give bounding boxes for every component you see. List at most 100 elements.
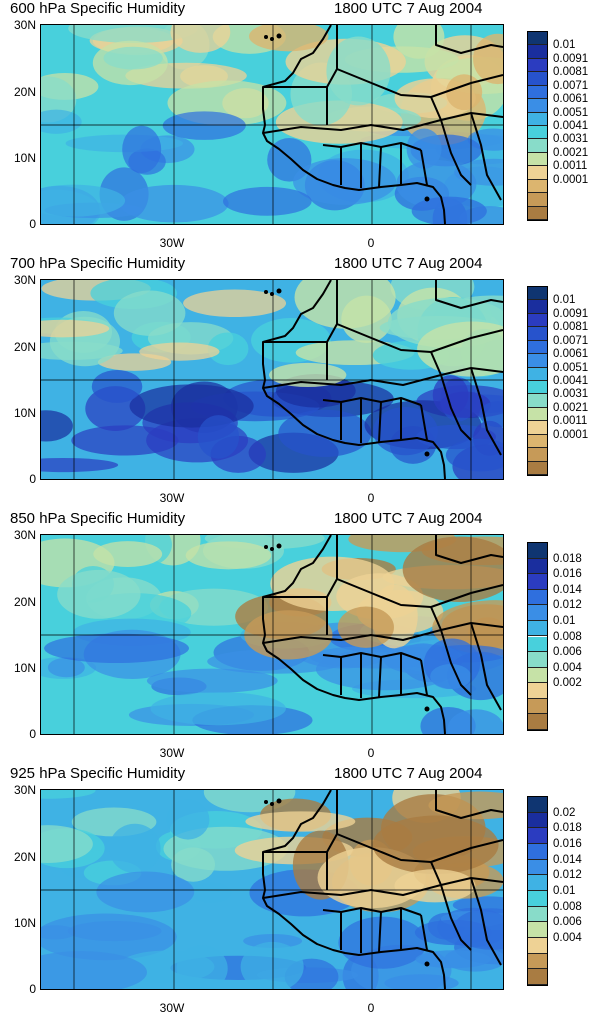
colorbar <box>527 286 548 476</box>
colorbar-label: 0.016 <box>553 838 582 850</box>
humidity-map <box>40 534 504 735</box>
time-title: 1800 UTC 7 Aug 2004 <box>334 255 483 272</box>
island <box>270 547 274 551</box>
colorbar-label: 0.0051 <box>553 361 589 374</box>
field-blob <box>113 290 186 336</box>
colorbar-swatch <box>528 906 547 923</box>
colorbar <box>527 796 548 986</box>
field-blob <box>146 668 278 693</box>
island <box>270 292 274 296</box>
field-blob <box>93 541 163 568</box>
lon-label-0: 0 <box>367 491 375 505</box>
colorbar-swatch <box>528 58 547 73</box>
colorbar-label: 0.006 <box>553 916 582 929</box>
coastlines <box>262 535 503 734</box>
panel-925hpa: 925 hPa Specific Humidity 1800 UTC 7 Aug… <box>0 765 600 1020</box>
island <box>270 37 274 41</box>
colorbar-swatch <box>528 99 547 113</box>
lat-label-0: 0 <box>29 217 36 231</box>
colorbar-swatch <box>528 354 547 368</box>
lon-label-0: 0 <box>367 1001 375 1015</box>
island <box>264 545 268 549</box>
colorbar-swatch <box>528 667 547 684</box>
colorbar-label: 0.0011 <box>553 160 588 173</box>
colorbar-label: 0.0011 <box>553 415 588 428</box>
field-blob <box>294 280 396 329</box>
colorbar-label: 0.018 <box>553 822 582 835</box>
colorbar-swatch <box>528 381 547 395</box>
colorbar-swatch <box>528 32 547 46</box>
lon-label-30w: 30W <box>159 236 185 250</box>
field-blob <box>57 569 141 619</box>
field-blob <box>129 384 254 428</box>
colorbar-swatch <box>528 605 547 621</box>
country-borders <box>262 535 503 711</box>
colorbar-label: 0.018 <box>553 552 582 565</box>
colorbar-label: 0.014 <box>553 583 582 596</box>
field-blob <box>109 823 161 874</box>
colorbar-label: 0.0051 <box>553 106 589 119</box>
field-blob <box>41 184 126 217</box>
colorbar-swatch <box>528 206 547 220</box>
country-borders <box>262 25 503 201</box>
lat-label-0: 0 <box>29 982 36 996</box>
colorbar-swatch <box>528 300 547 314</box>
colorbar-swatch <box>528 558 547 575</box>
colorbar-swatch <box>528 859 547 876</box>
panel-850hpa: 850 hPa Specific Humidity 1800 UTC 7 Aug… <box>0 510 600 765</box>
field-blob <box>166 799 210 840</box>
colorbar-label: 0.01 <box>553 885 576 897</box>
field-blob <box>91 369 143 403</box>
colorbar-label: 0.012 <box>553 869 582 882</box>
colorbar-swatch <box>528 421 547 435</box>
colorbar-swatch <box>528 714 547 730</box>
island <box>424 196 430 202</box>
colorbar-label: 0.004 <box>553 661 582 674</box>
field-blob <box>326 36 391 106</box>
colorbar-label: 0.0071 <box>553 334 589 347</box>
panel-600hpa: 600 hPa Specific Humidity 1800 UTC 7 Aug… <box>0 0 600 255</box>
lat-label-20n: 20N <box>13 595 36 609</box>
west-africa-coast <box>262 535 446 734</box>
field-blob <box>44 633 190 664</box>
field-blob <box>243 933 303 949</box>
island <box>276 33 282 39</box>
time-title: 1800 UTC 7 Aug 2004 <box>334 510 483 527</box>
level-title: 850 hPa Specific Humidity <box>10 510 186 527</box>
colorbar-swatch <box>528 45 547 59</box>
colorbar-label: 0.0061 <box>553 93 589 106</box>
map-field <box>41 790 503 989</box>
lon-label-0: 0 <box>367 746 375 760</box>
field-blob <box>384 974 459 989</box>
field-blob <box>207 332 249 366</box>
island <box>276 543 282 549</box>
colorbar-swatch <box>528 313 547 328</box>
colorbar-label: 0.0031 <box>553 133 589 146</box>
map-field <box>41 535 503 734</box>
colorbar-swatch <box>528 891 547 907</box>
field-blob <box>103 46 163 70</box>
colorbar-swatch <box>528 287 547 301</box>
colorbar-swatch <box>528 327 547 341</box>
lat-label-20n: 20N <box>13 850 36 864</box>
field-blob <box>337 606 394 648</box>
lat-label-0: 0 <box>29 472 36 486</box>
lon-label-30w: 30W <box>159 746 185 760</box>
field-blob <box>41 925 76 940</box>
colorbar-swatch <box>528 166 547 180</box>
level-title: 600 hPa Specific Humidity <box>10 0 186 17</box>
colorbar-label: 0.0091 <box>553 307 589 320</box>
field-blob <box>96 871 195 913</box>
island <box>424 961 430 967</box>
colorbar-swatch <box>528 179 547 194</box>
lon-label-30w: 30W <box>159 491 185 505</box>
field-blob <box>197 415 240 459</box>
field-blob <box>338 916 427 969</box>
humidity-map <box>40 789 504 990</box>
colorbar-swatch <box>528 698 547 715</box>
lat-label-20n: 20N <box>13 340 36 354</box>
lat-label-30n: 30N <box>13 783 36 797</box>
country-borders <box>262 280 503 456</box>
colorbar-swatch <box>528 620 547 637</box>
colorbar-label: 0.004 <box>553 932 582 944</box>
